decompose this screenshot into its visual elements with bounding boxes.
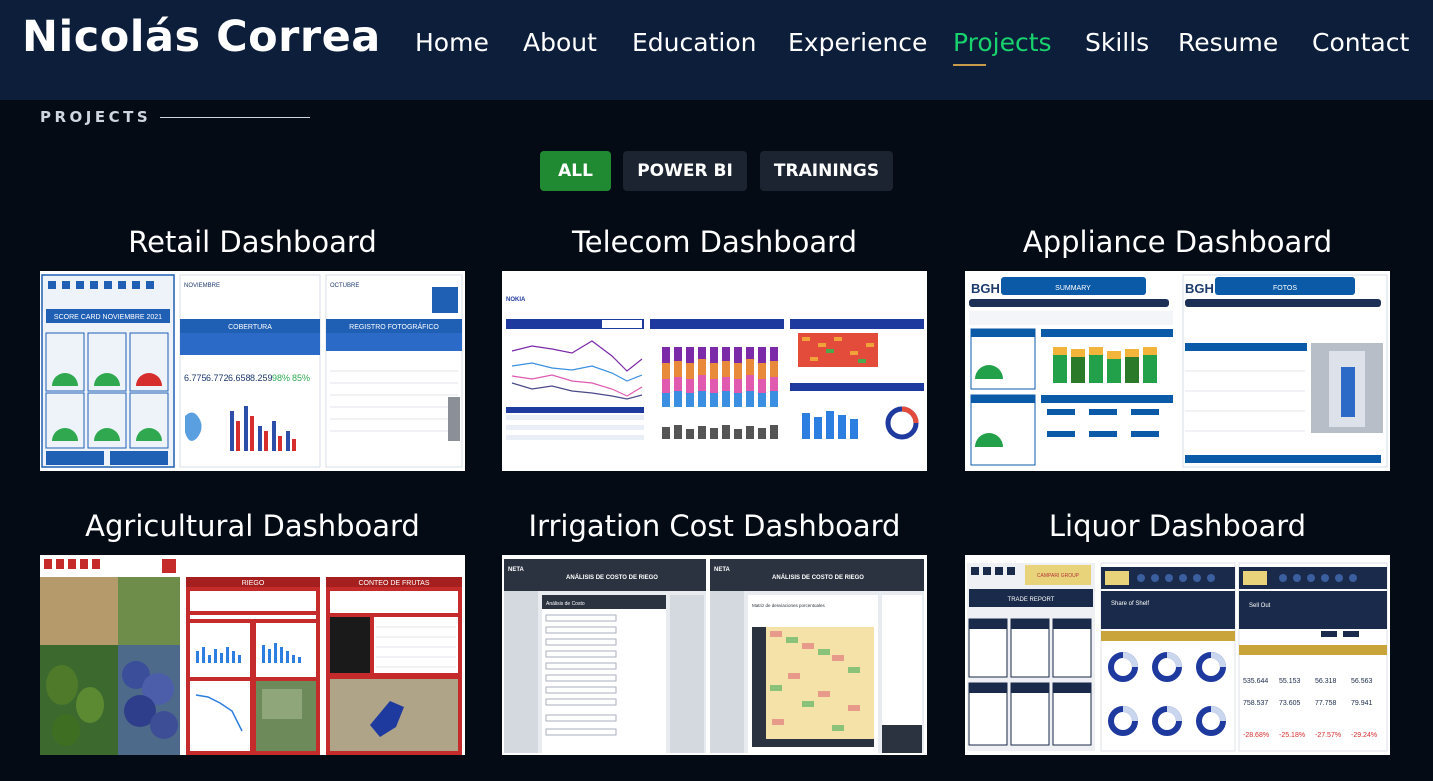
svg-text:758.537: 758.537 — [1243, 700, 1268, 707]
svg-text:55.153: 55.153 — [1279, 678, 1301, 685]
svg-text:85%: 85% — [292, 373, 310, 383]
svg-text:-29.24%: -29.24% — [1351, 732, 1377, 739]
retail-thumb-month-3: OCTUBRE — [330, 283, 359, 289]
project-title-retail: Retail Dashboard — [128, 225, 377, 259]
appliance-thumb-brand: BGH — [971, 281, 1000, 296]
filter-trainings-button[interactable]: TRAININGS — [760, 151, 893, 191]
nav-home[interactable]: Home — [415, 28, 489, 57]
project-title-agricultural: Agricultural Dashboard — [85, 509, 420, 543]
svg-text:8.259: 8.259 — [250, 373, 273, 383]
project-title-appliance: Appliance Dashboard — [1022, 225, 1333, 259]
project-thumbnail-irrigation[interactable]: NETA ANÁLISIS DE COSTO DE RIEGO Análisis… — [502, 555, 927, 755]
filter-all-button[interactable]: ALL — [540, 151, 611, 191]
agri-thumb-panel-2: RIEGO — [242, 580, 265, 587]
retail-thumb-header: SCORE CARD NOVIEMBRE 2021 — [54, 314, 162, 321]
svg-text:535.644: 535.644 — [1243, 678, 1268, 685]
nav-resume[interactable]: Resume — [1178, 28, 1279, 57]
svg-text:6.772: 6.772 — [206, 373, 229, 383]
appliance-thumb-brand-2: BGH — [1185, 281, 1214, 296]
brand-logo[interactable]: Nicolás Correa — [22, 12, 381, 62]
nav-projects[interactable]: Projects — [953, 28, 1052, 57]
nav-about[interactable]: About — [523, 28, 597, 57]
irrigation-thumb-brand-1: NETA — [508, 567, 525, 573]
appliance-thumb-panel-2: FOTOS — [1273, 285, 1297, 292]
section-title: PROJECTS — [40, 108, 152, 126]
active-nav-indicator — [953, 64, 986, 66]
nav-contact[interactable]: Contact — [1312, 28, 1410, 57]
retail-thumb-panel-2: COBERTURA — [228, 324, 272, 331]
irrigation-thumb-panel-2: ANÁLISIS DE COSTO DE RIEGO — [772, 574, 864, 581]
svg-text:98%: 98% — [272, 373, 290, 383]
svg-text:56.563: 56.563 — [1351, 678, 1373, 685]
section-title-divider — [160, 117, 310, 118]
agri-thumb-panel-3: CONTEO DE FRUTAS — [358, 580, 429, 587]
telecom-thumb-brand: NOKIA — [506, 297, 526, 303]
site-header: Nicolás Correa Home About Education Expe… — [0, 0, 1433, 100]
irrigation-thumb-brand-2: NETA — [714, 567, 731, 573]
project-title-telecom: Telecom Dashboard — [571, 225, 857, 259]
svg-text:77.758: 77.758 — [1315, 700, 1337, 707]
project-title-irrigation: Irrigation Cost Dashboard — [528, 509, 901, 543]
project-thumbnail-telecom[interactable]: NOKIA — [502, 271, 927, 471]
retail-thumb-panel-3: REGISTRO FOTOGRÁFICO — [349, 322, 439, 331]
irrigation-thumb-sub-1: Análisis de Costo — [546, 601, 585, 607]
svg-text:73.605: 73.605 — [1279, 700, 1301, 707]
project-title-liquor: Liquor Dashboard — [1048, 509, 1307, 543]
svg-text:79.941: 79.941 — [1351, 700, 1373, 707]
svg-text:-28.68%: -28.68% — [1243, 732, 1269, 739]
svg-text:56.318: 56.318 — [1315, 678, 1337, 685]
liquor-thumb-panel-1: TRADE REPORT — [1008, 597, 1055, 603]
irrigation-thumb-sub-2: Matriz de desviaciones porcentuales — [752, 603, 826, 608]
svg-text:6.658: 6.658 — [228, 373, 251, 383]
retail-thumb-month-2: NOVIEMBRE — [184, 283, 220, 289]
svg-text:6.775: 6.775 — [184, 373, 207, 383]
project-thumbnail-appliance[interactable]: BGH SUMMARY BGH FOTOS — [965, 271, 1390, 471]
liquor-thumb-sub-3: Sell Out — [1249, 603, 1271, 609]
nav-skills[interactable]: Skills — [1085, 28, 1150, 57]
irrigation-thumb-panel-1: ANÁLISIS DE COSTO DE RIEGO — [566, 574, 658, 581]
appliance-thumb-panel-1: SUMMARY — [1055, 285, 1091, 292]
project-thumbnail-agricultural[interactable]: RIEGO CONTEO DE FRUTAS — [40, 555, 465, 755]
nav-experience[interactable]: Experience — [788, 28, 928, 57]
liquor-thumb-brand: CAMPARI GROUP — [1037, 573, 1080, 579]
filter-power-bi-button[interactable]: POWER BI — [623, 151, 747, 191]
nav-education[interactable]: Education — [632, 28, 757, 57]
svg-text:-25.18%: -25.18% — [1279, 732, 1305, 739]
project-thumbnail-retail[interactable]: SCORE CARD NOVIEMBRE 2021 NOVIEMBRE COBE… — [40, 271, 465, 471]
project-thumbnail-liquor[interactable]: CAMPARI GROUP TRADE REPORT Share of Shel… — [965, 555, 1390, 755]
liquor-thumb-sub-2: Share of Shelf — [1111, 601, 1149, 607]
svg-text:-27.57%: -27.57% — [1315, 732, 1341, 739]
